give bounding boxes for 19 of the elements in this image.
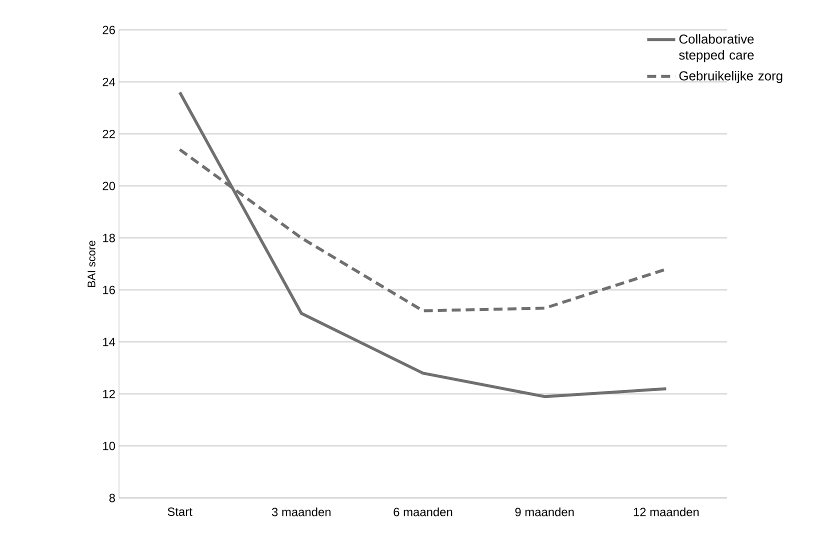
y-tick-label: 26	[102, 26, 115, 34]
y-tick-label: 10	[103, 442, 116, 450]
y-tick-label: 18	[103, 234, 115, 242]
x-tick-label: 12 maanden	[634, 507, 699, 516]
line-series	[178, 90, 668, 398]
y-tick-label: 16	[103, 286, 115, 294]
y-tick-label: 24	[102, 78, 116, 86]
y-tick-label: 12	[103, 390, 115, 398]
y-axis-title: BAI score	[88, 240, 96, 287]
y-tick-label: 8	[109, 494, 115, 502]
y-tick-label: 14	[103, 338, 116, 346]
y-tick-label: 22	[102, 130, 115, 138]
legend-label: Collaborative stepped care	[679, 34, 754, 62]
x-tick-label: 3 maanden	[272, 507, 331, 516]
x-tick-label: 9 maanden	[515, 507, 574, 516]
x-tick-label: Start	[168, 507, 192, 516]
x-tick-label: 6 maanden	[394, 507, 452, 516]
y-tick-label: 20	[102, 182, 116, 190]
legend-label: Gebruikelijke zorg	[679, 70, 782, 84]
